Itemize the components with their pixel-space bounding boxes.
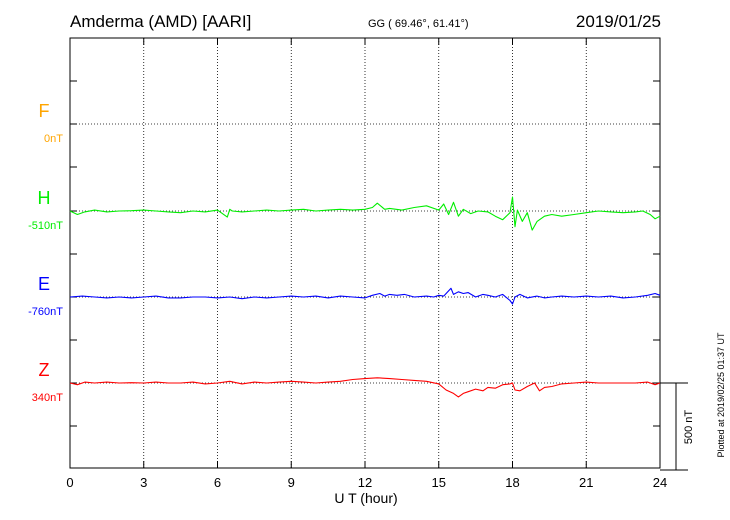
x-tick-label: 3 [140,475,147,490]
x-axis-label: U T (hour) [334,490,397,506]
x-tick-label: 21 [579,475,593,490]
x-tick-label: 6 [214,475,221,490]
scale-bar-label: 500 nT [683,410,695,445]
plot-date: 2019/01/25 [576,12,661,31]
series-offset-z: 340nT [32,392,63,404]
station-coordinates: GG ( 69.46°, 61.41°) [368,18,469,30]
series-offset-h: -510nT [28,220,63,232]
x-tick-labels: 0 3 6 9 12 15 18 21 24 [66,475,667,490]
series-name-f: F [39,101,50,121]
x-tick-label: 18 [505,475,519,490]
series-line-z [69,377,661,398]
plot-frame [69,37,661,469]
series-offset-f: 0nT [44,133,63,145]
x-tick-label: 15 [432,475,446,490]
plot-grid [70,38,660,468]
series-name-z: Z [39,360,50,380]
series-name-h: H [38,188,51,208]
scale-bar [660,382,688,471]
x-tick-label: 9 [288,475,295,490]
plotted-timestamp: Plotted at 2019/02/25 01:37 UT [716,332,726,458]
station-title: Amderma (AMD) [AARI] [70,12,251,31]
series-name-e: E [38,274,50,294]
x-tick-label: 0 [66,475,73,490]
series-line-e [69,287,661,305]
series-labels: F 0nT H -510nT E -760nT Z 340nT [28,101,63,404]
axis-ticks [69,38,661,468]
series-offset-e: -760nT [28,306,63,318]
x-tick-label: 24 [653,475,667,490]
x-tick-label: 12 [358,475,372,490]
series-line-h [69,196,661,231]
series-traces [69,196,661,398]
